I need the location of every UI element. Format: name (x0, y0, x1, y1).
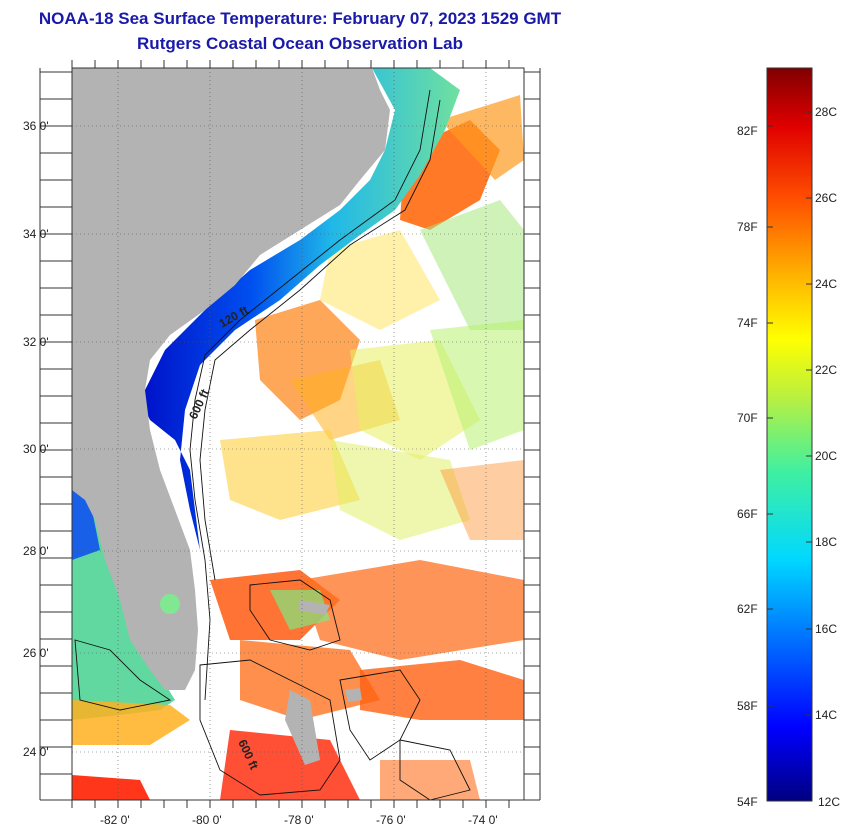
celsius-label: 18C (815, 535, 837, 549)
colorbar-ticks (767, 111, 812, 716)
lon-label: -74 0' (468, 813, 498, 827)
lat-label: 32 0' (23, 335, 49, 349)
lat-label: 34 0' (23, 227, 49, 241)
map-title: NOAA-18 Sea Surface Temperature: Februar… (38, 9, 562, 28)
celsius-label: 20C (815, 449, 837, 463)
lake-okeechobee (160, 594, 180, 614)
lon-label: -78 0' (284, 813, 314, 827)
fahrenheit-label: 58F (737, 699, 758, 713)
lat-label: 36 0' (23, 119, 49, 133)
gulf-cold-water (72, 490, 100, 560)
andros-island (285, 690, 320, 765)
lat-label: 26 0' (23, 646, 49, 660)
celsius-labels: 28C 26C 24C 22C 20C 18C 16C 14C 12C (815, 105, 840, 809)
keys-warm-water (72, 700, 190, 745)
colorbar-gradient (766, 67, 813, 802)
lon-label: -80 0' (192, 813, 222, 827)
sst-patches (72, 95, 524, 800)
land-mass (72, 68, 390, 690)
fahrenheit-label: 70F (737, 411, 758, 425)
map-subtitle: Rutgers Coastal Ocean Observation Lab (137, 34, 463, 53)
celsius-label: 26C (815, 191, 837, 205)
bahamas-island (345, 688, 362, 702)
fahrenheit-label: 74F (737, 316, 758, 330)
fahrenheit-label: 78F (737, 220, 758, 234)
celsius-label: 22C (815, 363, 837, 377)
lat-label: 24 0' (23, 745, 49, 759)
celsius-label: 14C (815, 708, 837, 722)
lat-label: 30 0' (23, 442, 49, 456)
fahrenheit-label: 82F (737, 124, 758, 138)
celsius-label: 24C (815, 277, 837, 291)
bahamas-island (298, 600, 330, 615)
axis-ticks (40, 60, 540, 808)
longitude-labels: -82 0' -80 0' -78 0' -76 0' -74 0' (100, 813, 498, 827)
celsius-label: 16C (815, 622, 837, 636)
latitude-labels: 36 0' 34 0' 32 0' 30 0' 28 0' 26 0' 24 0… (23, 119, 49, 759)
fahrenheit-label: 66F (737, 507, 758, 521)
graticule (72, 68, 524, 800)
celsius-label: 28C (815, 105, 837, 119)
fahrenheit-label: 54F (737, 795, 758, 809)
celsius-label: 12C (818, 795, 840, 809)
map-plot-area: 120 ft 600 ft 600 ft (72, 68, 524, 800)
coastal-cold-band (140, 68, 460, 550)
lon-label: -82 0' (100, 813, 130, 827)
fahrenheit-labels: 82F 78F 74F 70F 66F 62F 58F 54F (737, 124, 758, 809)
fahrenheit-label: 62F (737, 602, 758, 616)
lat-label: 28 0' (23, 544, 49, 558)
lon-label: -76 0' (376, 813, 406, 827)
